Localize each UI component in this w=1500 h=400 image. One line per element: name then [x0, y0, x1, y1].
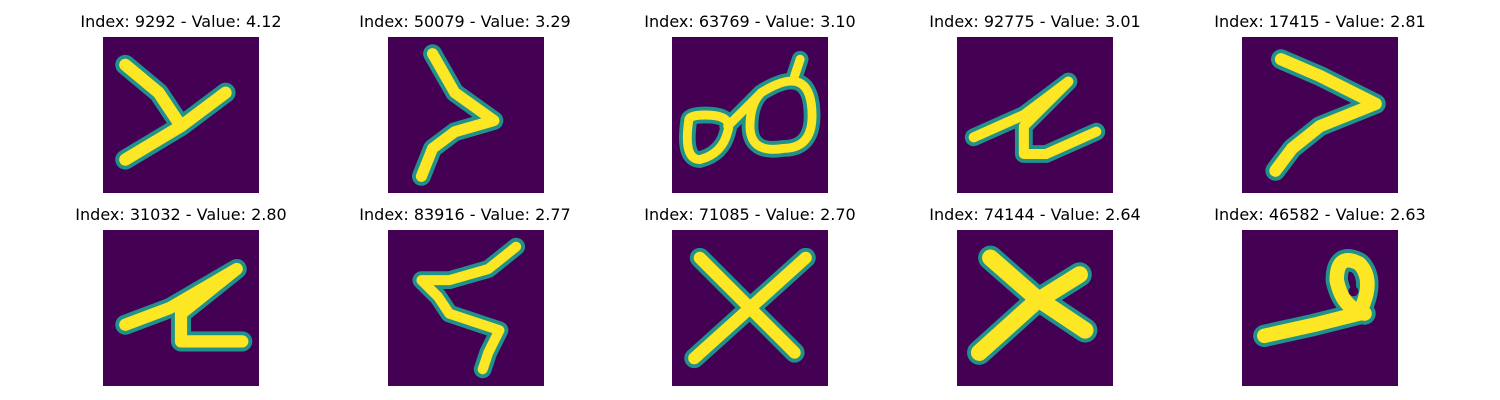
panel-title: Index: 71085 - Value: 2.70 [644, 205, 856, 224]
panel-5: Index: 17415 - Value: 2.81 [1170, 0, 1470, 193]
digit-image [388, 230, 544, 386]
panel-7: Index: 83916 - Value: 2.77 [315, 193, 615, 386]
digit-image [103, 37, 259, 193]
panel-title: Index: 17415 - Value: 2.81 [1214, 12, 1426, 31]
digit-image [1242, 230, 1398, 386]
panel-3: Index: 63769 - Value: 3.10 [600, 0, 900, 193]
digit-image [672, 230, 828, 386]
digit-image [1242, 37, 1398, 193]
digit-image [388, 37, 544, 193]
digit-image [103, 230, 259, 386]
digit-image [957, 37, 1113, 193]
panel-title: Index: 83916 - Value: 2.77 [359, 205, 571, 224]
panel-4: Index: 92775 - Value: 3.01 [885, 0, 1185, 193]
panel-title: Index: 92775 - Value: 3.01 [929, 12, 1141, 31]
panel-title: Index: 31032 - Value: 2.80 [75, 205, 287, 224]
panel-8: Index: 71085 - Value: 2.70 [600, 193, 900, 386]
panel-title: Index: 63769 - Value: 3.10 [644, 12, 856, 31]
panel-title: Index: 74144 - Value: 2.64 [929, 205, 1141, 224]
panel-title: Index: 9292 - Value: 4.12 [80, 12, 282, 31]
panel-9: Index: 74144 - Value: 2.64 [885, 193, 1185, 386]
panel-title: Index: 50079 - Value: 3.29 [359, 12, 571, 31]
digit-image [672, 37, 828, 193]
panel-2: Index: 50079 - Value: 3.29 [315, 0, 615, 193]
panel-1: Index: 9292 - Value: 4.12 [31, 0, 331, 193]
panel-title: Index: 46582 - Value: 2.63 [1214, 205, 1426, 224]
digit-image [957, 230, 1113, 386]
panel-10: Index: 46582 - Value: 2.63 [1170, 193, 1470, 386]
panel-6: Index: 31032 - Value: 2.80 [31, 193, 331, 386]
